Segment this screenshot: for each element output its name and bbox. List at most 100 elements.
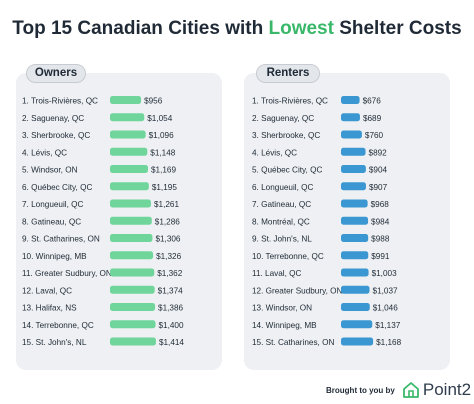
renters-value-label: $904 [369, 166, 388, 175]
owners-value-label: $1,054 [147, 114, 172, 123]
owners-bar [110, 216, 152, 225]
owners-value-label: $1,096 [149, 131, 174, 140]
owners-category-label: 8. Gatineau, QC [22, 217, 81, 226]
owners-category-label: 1. Trois-Rivières, QC [22, 97, 98, 106]
owners-value-label: $1,386 [158, 304, 183, 313]
renters-category-label: 6. Longueuil, QC [252, 183, 314, 192]
owners-value-label: $1,148 [150, 148, 175, 157]
owners-value-label: $956 [144, 97, 163, 106]
renters-bar [341, 303, 370, 311]
owners-bar [110, 182, 149, 191]
renters-value-label: $760 [365, 131, 384, 140]
owners-value-label: $1,326 [156, 252, 181, 261]
owners-bar [110, 320, 156, 329]
renters-value-label: $1,037 [373, 286, 398, 295]
owners-category-label: 14. Terrebonne, QC [22, 321, 94, 330]
renters-bar [341, 147, 366, 156]
owners-category-label: 15. St. John's, NL [22, 338, 87, 347]
owners-bar [110, 285, 155, 294]
renters-bar [341, 285, 370, 294]
renters-category-label: 7. Gatineau, QC [252, 200, 311, 209]
renters-bar [341, 130, 362, 139]
title-prefix: Top 15 Canadian Cities with [12, 18, 269, 39]
title-highlight: Lowest [268, 18, 334, 39]
renters-bar [341, 96, 360, 104]
renters-value-label: $1,168 [376, 338, 401, 347]
renters-category-label: 5. Québec City, QC [252, 166, 322, 175]
renters-value-label: $907 [369, 183, 388, 192]
renters-value-label: $892 [369, 148, 388, 157]
owners-category-label: 5. Windsor, ON [22, 166, 78, 175]
owners-value-label: $1,400 [159, 321, 184, 330]
owners-category-label: 6. Québec City, QC [22, 183, 92, 192]
renters-value-label: $988 [371, 235, 390, 244]
owners-value-label: $1,362 [157, 269, 182, 278]
renters-category-label: 11. Laval, QC [252, 269, 302, 278]
renters-bar [341, 320, 373, 329]
renters-bar [341, 234, 369, 242]
owners-bar [110, 234, 153, 242]
owners-category-label: 12. Laval, QC [22, 286, 72, 295]
renters-bar [341, 337, 374, 346]
owners-bar [110, 165, 148, 173]
owners-value-label: $1,306 [155, 235, 180, 244]
renters-value-label: $1,046 [373, 304, 398, 313]
renters-category-label: 8. Montréal, QC [252, 217, 310, 226]
owners-bar [110, 303, 156, 311]
renters-category-label: 14. Winnipeg, MB [252, 321, 317, 330]
page-title: Top 15 Canadian Cities with Lowest Shelt… [0, 18, 474, 40]
renters-category-label: 2. Saguenay, QC [252, 114, 314, 123]
renters-value-label: $968 [371, 200, 390, 209]
renters-chart-title: Renters [256, 64, 320, 83]
owners-bar [110, 199, 151, 208]
owners-value-label: $1,374 [158, 286, 183, 295]
renters-value-label: $1,003 [372, 269, 397, 278]
brought-to-you-by-label: Brought to you by [326, 385, 395, 395]
house-outline-icon [402, 382, 419, 398]
owners-category-label: 7. Longueuil, QC [22, 200, 84, 209]
renters-category-label: 10. Terrebonne, QC [252, 252, 324, 261]
owners-category-label: 13. Halifax, NS [22, 304, 77, 313]
renters-bar [341, 268, 369, 277]
owners-category-label: 3. Sherbrooke, QC [22, 131, 90, 140]
owners-bar [110, 96, 142, 104]
owners-chart-title: Owners [26, 64, 86, 83]
owners-bar [110, 251, 154, 260]
owners-value-label: $1,261 [154, 200, 179, 209]
owners-bar [110, 268, 155, 277]
owners-value-label: $1,286 [155, 217, 180, 226]
renters-value-label: $689 [363, 114, 382, 123]
renters-category-label: 1. Trois-Rivières, QC [252, 97, 328, 106]
owners-bar [110, 113, 145, 122]
renters-value-label: $984 [371, 217, 390, 226]
owners-value-label: $1,414 [159, 338, 184, 347]
title-suffix: Shelter Costs [333, 18, 462, 39]
owners-category-label: 9. St. Catharines, ON [22, 235, 100, 244]
renters-category-label: 4. Lévis, QC [252, 148, 297, 157]
renters-bar [341, 182, 366, 191]
owners-category-label: 4. Lévis, QC [22, 148, 67, 157]
renters-bar [341, 251, 369, 260]
owners-bar [110, 130, 146, 139]
renters-category-label: 9. St. John's, NL [252, 235, 312, 244]
renters-value-label: $676 [363, 97, 382, 106]
renters-bar [341, 113, 360, 122]
footer: Brought to you by Point2 [326, 378, 471, 402]
owners-bar [110, 147, 148, 156]
renters-bar [341, 216, 369, 225]
renters-category-label: 15. St. Catharines, ON [252, 338, 334, 347]
owners-category-label: 10. Winnipeg, MB [22, 252, 87, 261]
owners-category-label: 2. Saguenay, QC [22, 114, 84, 123]
renters-category-label: 3. Sherbrooke, QC [252, 131, 320, 140]
renters-bar [341, 199, 368, 208]
renters-bar [341, 165, 366, 173]
owners-bar [110, 337, 156, 346]
point2-logo-text: Point2 [422, 380, 472, 399]
renters-value-label: $991 [371, 252, 390, 261]
renters-category-label: 12. Greater Sudbury, ON [252, 286, 342, 295]
owners-value-label: $1,169 [151, 166, 176, 175]
renters-category-label: 13. Windsor, ON [252, 304, 312, 313]
renters-value-label: $1,137 [375, 321, 400, 330]
owners-category-label: 11. Greater Sudbury, ON [22, 269, 112, 278]
